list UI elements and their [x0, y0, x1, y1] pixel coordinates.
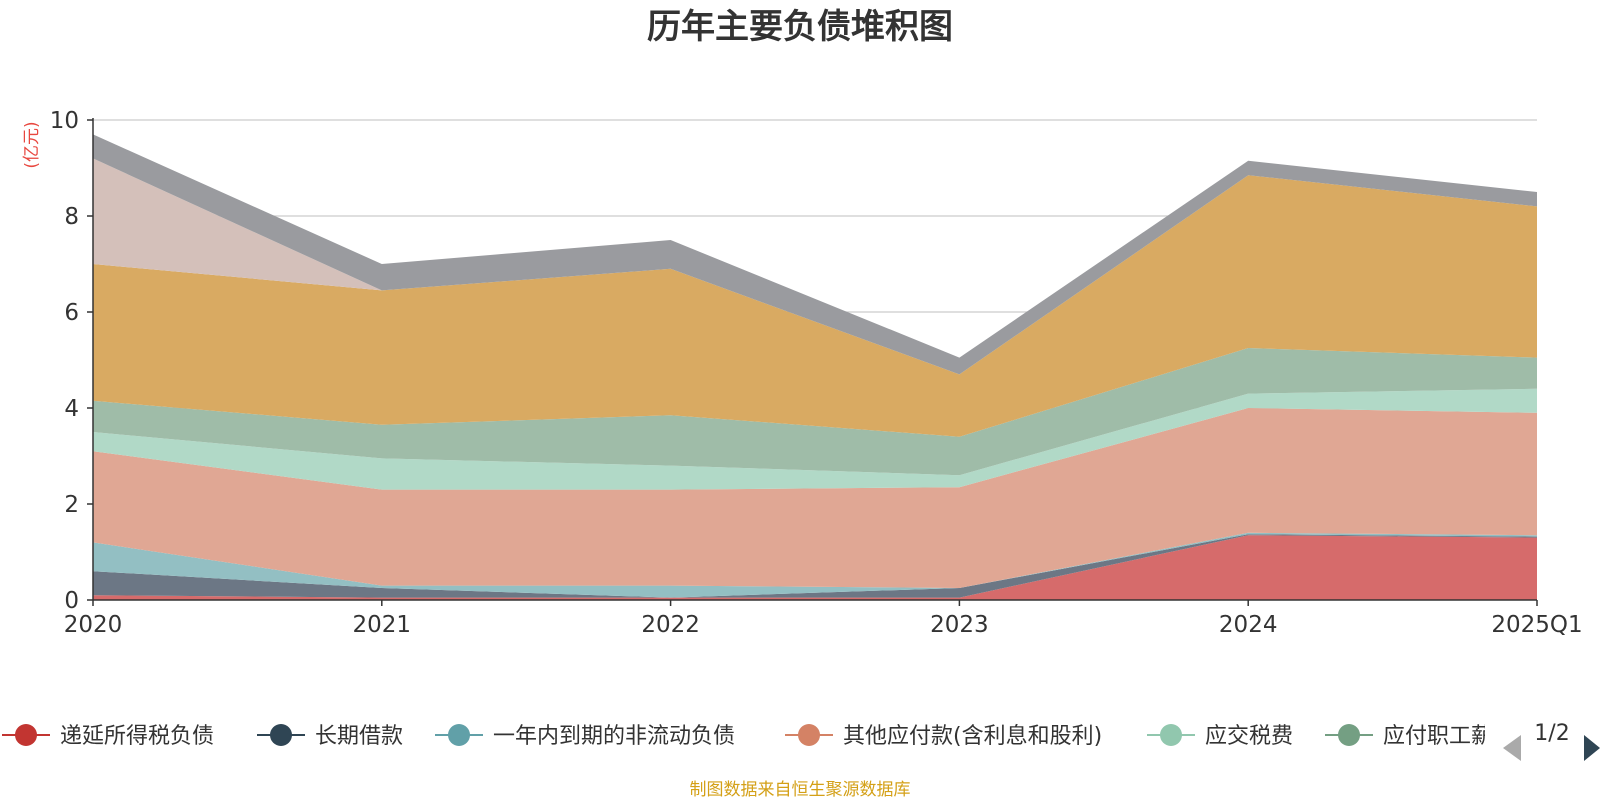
x-tick-label: 2022 [641, 612, 700, 638]
legend-item[interactable]: 一年内到期的非流动负债 [435, 724, 735, 749]
legend-marker-icon [448, 724, 470, 746]
legend-label: 递延所得税负债 [60, 724, 214, 749]
legend-pager[interactable]: 1/2 [1503, 721, 1600, 761]
area-series-7 [93, 175, 1537, 437]
axes [92, 118, 1537, 601]
chart-title: 历年主要负债堆积图 [647, 7, 953, 47]
y-axis-ticks: 0 2 4 6 8 10 [50, 108, 93, 614]
legend[interactable]: 递延所得税负债 长期借款 一年内到期的非流动负债 其他应付款(含利息和股利) 应交税费 应… [2, 724, 1515, 749]
legend-item[interactable]: 长期借款 [257, 724, 403, 749]
legend-marker-icon [798, 724, 820, 746]
legend-label: 其他应付款(含利息和股利) [843, 724, 1102, 749]
legend-marker-icon [270, 724, 292, 746]
area-series-6 [93, 348, 1537, 476]
legend-marker-icon [15, 724, 37, 746]
legend-item[interactable]: 应交税费 [1147, 724, 1293, 749]
legend-next-arrow-icon[interactable] [1584, 735, 1600, 761]
y-tick-label: 6 [64, 300, 79, 326]
x-tick-label: 2020 [64, 612, 123, 638]
y-tick-label: 2 [64, 492, 79, 518]
data-source-note: 制图数据来自恒生聚源数据库 [690, 780, 911, 800]
area-series [93, 134, 1537, 600]
y-tick-label: 8 [64, 204, 79, 230]
legend-label: 应交税费 [1205, 724, 1293, 749]
legend-label: 应付职工薪酬 [1383, 724, 1515, 749]
x-tick-label: 2025Q1 [1491, 612, 1582, 638]
legend-label: 一年内到期的非流动负债 [493, 724, 735, 749]
y-tick-label: 0 [64, 588, 79, 614]
area-series-2 [93, 534, 1537, 598]
legend-prev-arrow-icon[interactable] [1503, 735, 1521, 761]
legend-label: 长期借款 [315, 724, 403, 749]
x-axis-ticks: 2020 2021 2022 2023 2024 2025Q1 [64, 600, 1583, 638]
legend-item[interactable]: 其他应付款(含利息和股利) [785, 724, 1102, 749]
area-series-1 [93, 535, 1537, 600]
y-axis-unit-label: (亿元) [22, 121, 42, 168]
y-tick-label: 4 [64, 396, 79, 422]
legend-marker-icon [1160, 724, 1182, 746]
x-tick-label: 2024 [1219, 612, 1278, 638]
x-tick-label: 2023 [930, 612, 989, 638]
x-tick-label: 2021 [353, 612, 412, 638]
area-series-4 [93, 408, 1537, 588]
legend-marker-icon [1338, 724, 1360, 746]
legend-item[interactable]: 递延所得税负债 [2, 724, 214, 749]
y-tick-label: 10 [50, 108, 79, 134]
legend-page-indicator: 1/2 [1534, 721, 1569, 746]
legend-item[interactable]: 应付职工薪酬 [1325, 724, 1515, 749]
